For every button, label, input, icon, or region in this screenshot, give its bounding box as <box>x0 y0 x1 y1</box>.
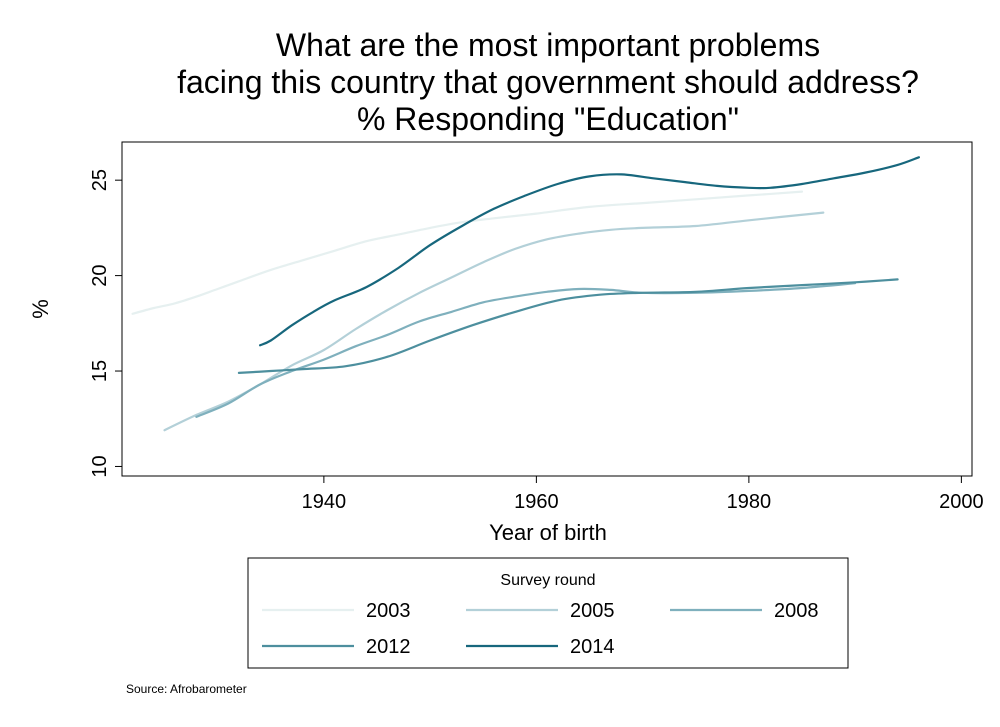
title-line-2: facing this country that government shou… <box>177 64 919 100</box>
legend-label-2012: 2012 <box>366 636 411 658</box>
chart-title: What are the most important problems fac… <box>177 27 919 137</box>
legend-label-2008: 2008 <box>774 600 819 622</box>
x-tick-label: 1940 <box>302 491 347 513</box>
y-tick-label: 15 <box>89 360 111 382</box>
source-note: Source: Afrobarometer <box>126 682 247 696</box>
y-tick-label: 20 <box>89 264 111 286</box>
legend-label-2005: 2005 <box>570 600 615 622</box>
plot-area <box>121 141 973 477</box>
legend-label-2003: 2003 <box>366 600 411 622</box>
legend-box <box>247 557 849 669</box>
x-tick-label: 2000 <box>939 491 984 513</box>
series-line-2003 <box>131 190 804 315</box>
x-tick-label: 1980 <box>727 491 772 513</box>
legend: Survey round 2003 2005 2008 2012 2014 <box>247 557 849 669</box>
legend-label-2014: 2014 <box>570 636 615 658</box>
y-tick-label: 10 <box>89 455 111 477</box>
series-line-2012 <box>237 278 899 374</box>
y-axis-ticks: 10 15 20 25 <box>89 169 122 478</box>
x-axis-ticks: 1940 1960 1980 2000 <box>302 476 984 513</box>
y-axis-label: % <box>28 299 53 319</box>
series-line-2014 <box>259 156 920 347</box>
x-tick-label: 1960 <box>514 491 559 513</box>
legend-items: 2003 2005 2008 2012 2014 <box>262 600 819 658</box>
series-lines <box>131 156 920 432</box>
legend-title: Survey round <box>500 572 595 589</box>
y-tick-label: 25 <box>89 169 111 191</box>
x-axis-label: Year of birth <box>489 520 607 545</box>
title-line-3: % Responding "Education" <box>357 101 739 137</box>
title-line-1: What are the most important problems <box>276 27 820 63</box>
